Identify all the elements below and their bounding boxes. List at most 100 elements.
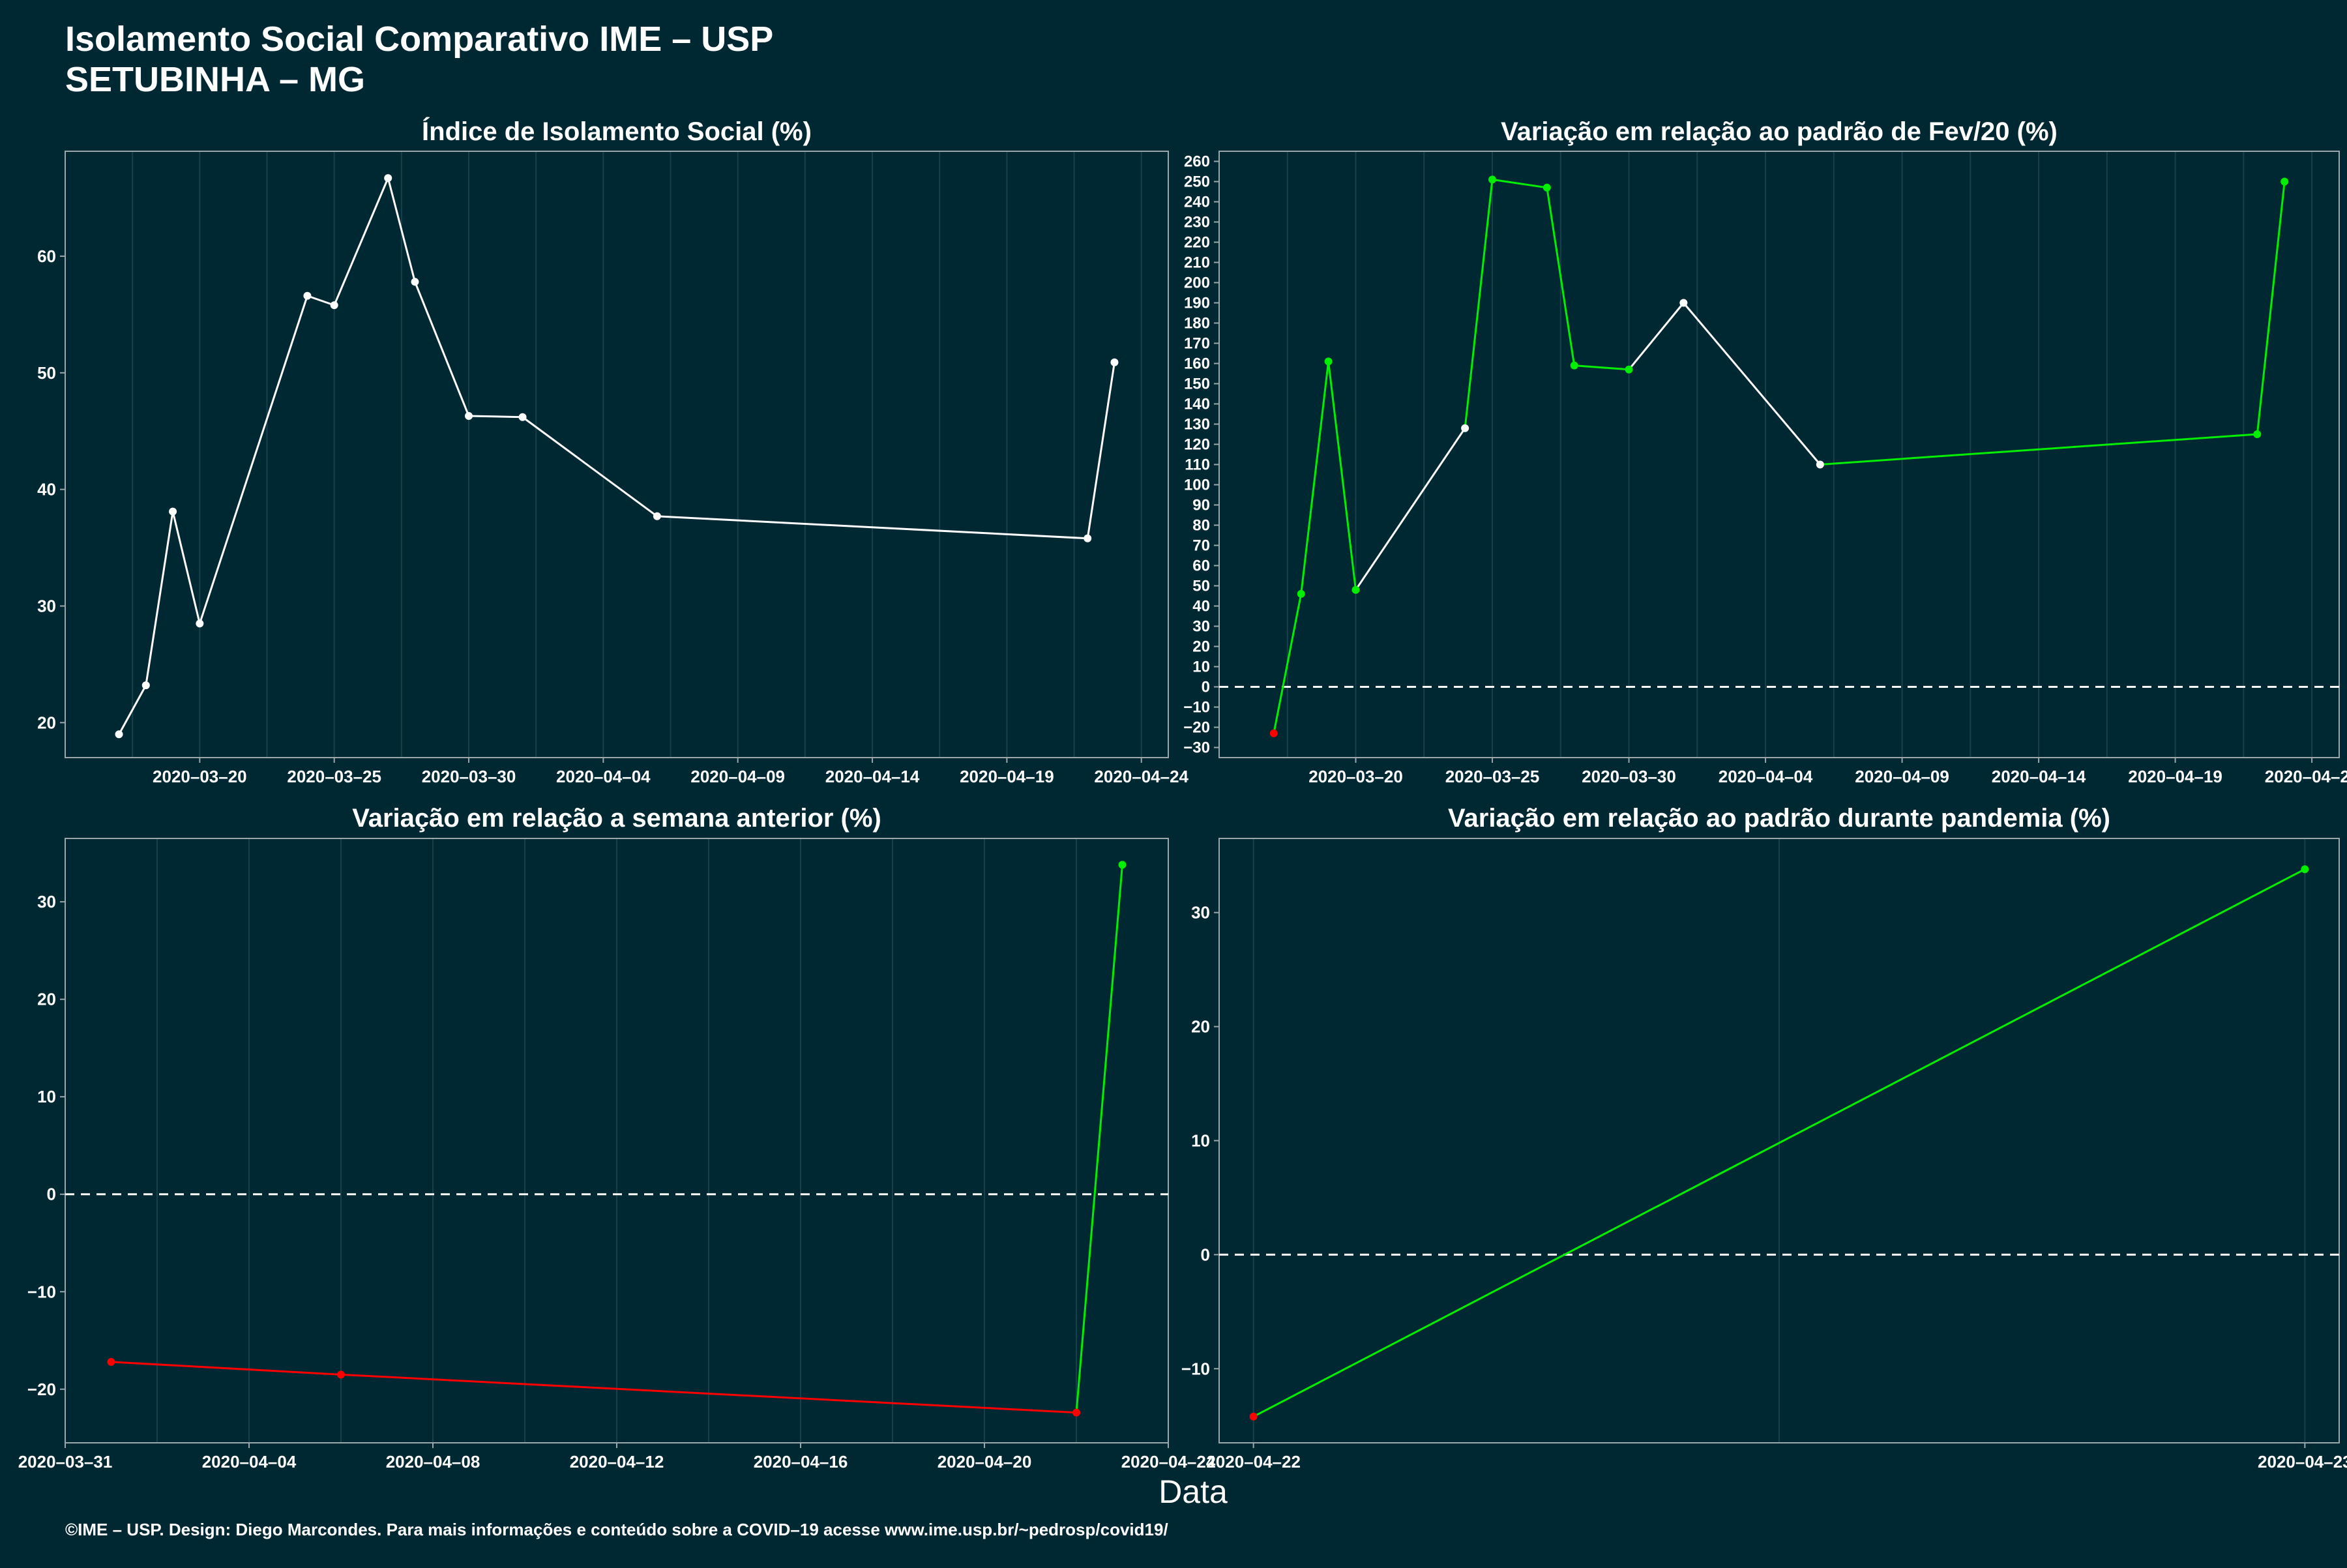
panel-title: Variação em relação ao padrão de Fev/20 … (1501, 117, 2058, 146)
data-point (1543, 183, 1551, 192)
y-tick-label: 30 (1192, 618, 1210, 636)
data-point (2253, 430, 2262, 438)
data-point (1269, 729, 1278, 737)
series-segment (387, 177, 416, 282)
y-tick-label: −10 (1181, 1359, 1210, 1378)
y-tick-label: 190 (1184, 295, 1210, 312)
y-tick-label: 10 (1191, 1131, 1210, 1151)
series-segment (333, 177, 389, 306)
x-tick-label: 2020–04–04 (1719, 767, 1813, 786)
data-point (330, 301, 338, 310)
panel-title: Variação em relação a semana anterior (%… (352, 804, 881, 833)
y-tick-label: 230 (1184, 214, 1210, 231)
y-tick-label: 180 (1184, 315, 1210, 333)
series-segment (1492, 178, 1548, 189)
data-point (1297, 589, 1305, 598)
series-segment (468, 415, 523, 419)
y-tick-label: −30 (1183, 739, 1210, 757)
y-tick-label: 160 (1184, 355, 1210, 373)
data-point (1249, 1412, 1258, 1421)
data-point (115, 730, 123, 739)
y-tick-label: 260 (1184, 153, 1210, 171)
data-point (1488, 175, 1497, 184)
data-point (1084, 534, 1092, 542)
series-segment (1546, 187, 1576, 366)
series-segment (111, 1361, 342, 1376)
y-tick-label: 0 (1202, 679, 1210, 696)
panel-title: Variação em relação ao padrão durante pa… (1448, 804, 2110, 833)
main-title: Isolamento Social Comparativo IME – USP (65, 20, 773, 59)
x-tick-label: 2020–04–09 (690, 767, 785, 786)
y-tick-label: 90 (1192, 497, 1210, 514)
data-point (337, 1370, 345, 1379)
data-point (1324, 357, 1333, 366)
x-tick-label: 2020–04–23 (2258, 1452, 2347, 1472)
series-segment (145, 511, 174, 686)
data-point (2281, 177, 2289, 186)
y-tick-label: 200 (1184, 274, 1210, 292)
data-point (1679, 299, 1688, 307)
x-tick-label: 2020–04–24 (1094, 767, 1188, 786)
chart-panel-1: Índice de Isolamento Social (%) 2020–03–2… (37, 117, 1188, 786)
series-segment (1273, 593, 1303, 734)
y-tick-label: 40 (1192, 598, 1210, 615)
x-tick-label: 2020–03–20 (1308, 767, 1403, 786)
y-tick-label: 220 (1184, 234, 1210, 252)
y-tick-label: 240 (1184, 194, 1210, 211)
data-point (411, 278, 419, 286)
x-tick-label: 2020–03–20 (153, 767, 247, 786)
y-tick-label: 60 (37, 246, 56, 266)
y-tick-label: 20 (1191, 1017, 1210, 1037)
series-segment (171, 511, 201, 624)
series-segment (118, 685, 147, 735)
y-tick-label: 30 (1191, 903, 1210, 923)
series-segment (1628, 302, 1685, 370)
y-tick-label: 120 (1184, 436, 1210, 454)
x-tick-label: 2020–04–04 (202, 1452, 297, 1472)
y-tick-label: 140 (1184, 396, 1210, 413)
data-point (384, 174, 392, 183)
data-point (1072, 1408, 1080, 1417)
y-tick-label: 80 (1192, 517, 1210, 535)
x-tick-label: 2020–04–24 (2265, 767, 2347, 786)
y-tick-label: 0 (47, 1185, 56, 1204)
x-tick-label: 2020–04–04 (556, 767, 651, 786)
panel-title: Índice de Isolamento Social (%) (422, 117, 812, 146)
series-segment (1464, 179, 1494, 428)
plot-border (1218, 151, 2340, 758)
series-segment (1327, 361, 1357, 590)
series-segment (1683, 302, 1821, 466)
series-segment (1075, 865, 1123, 1413)
y-tick-label: 10 (37, 1087, 56, 1106)
y-tick-label: −10 (1183, 699, 1210, 717)
y-tick-label: 210 (1184, 254, 1210, 272)
data-point (141, 681, 150, 690)
x-tick-label: 2020–03–30 (1582, 767, 1676, 786)
x-tick-label: 2020–04–19 (960, 767, 1054, 786)
series-segment (414, 281, 470, 417)
x-tick-label: 2020–04–14 (1992, 767, 2086, 786)
series-segment (1355, 427, 1466, 591)
data-point (518, 413, 527, 421)
data-point (196, 619, 204, 628)
data-point (169, 507, 177, 516)
chart-panel-3: Variação em relação a semana anterior (%… (18, 804, 1216, 1472)
data-point (1351, 585, 1360, 594)
y-tick-label: 20 (37, 713, 56, 732)
data-point (107, 1357, 115, 1366)
x-tick-label: 2020–04–24 (1121, 1452, 1216, 1472)
data-point (1625, 365, 1633, 374)
data-point (1816, 460, 1824, 469)
y-tick-label: 100 (1184, 477, 1210, 494)
series-segment (306, 295, 335, 306)
y-tick-label: 10 (1192, 658, 1210, 676)
x-tick-label: 2020–03–30 (422, 767, 516, 786)
series-segment (657, 515, 1088, 540)
data-point (1570, 361, 1578, 370)
footer-caption: ©IME – USP. Design: Diego Marcondes. Par… (65, 1520, 1168, 1539)
series-segment (198, 295, 308, 624)
data-point (2301, 865, 2309, 874)
x-tick-label: 2020–04–19 (2128, 767, 2222, 786)
